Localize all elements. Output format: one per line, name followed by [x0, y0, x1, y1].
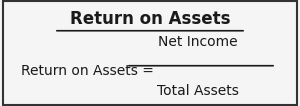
Text: Return on Assets =: Return on Assets =: [21, 64, 154, 78]
Text: Net Income: Net Income: [158, 35, 238, 49]
Text: Total Assets: Total Assets: [157, 84, 239, 98]
Text: Return on Assets: Return on Assets: [70, 10, 230, 28]
FancyBboxPatch shape: [3, 1, 297, 105]
